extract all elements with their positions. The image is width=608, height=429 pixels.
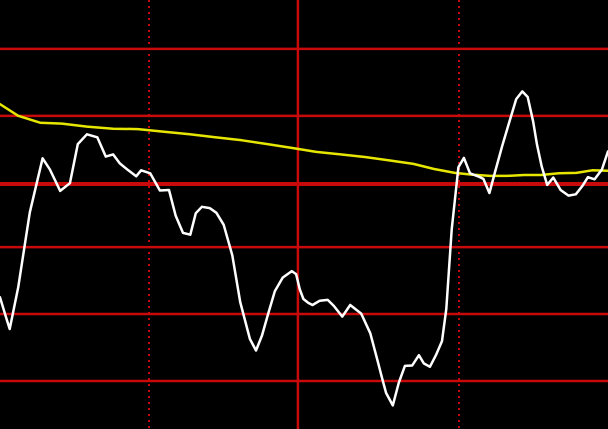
series-line-white — [0, 90, 608, 407]
chart-series — [0, 90, 608, 407]
series-line-yellow — [0, 102, 608, 178]
